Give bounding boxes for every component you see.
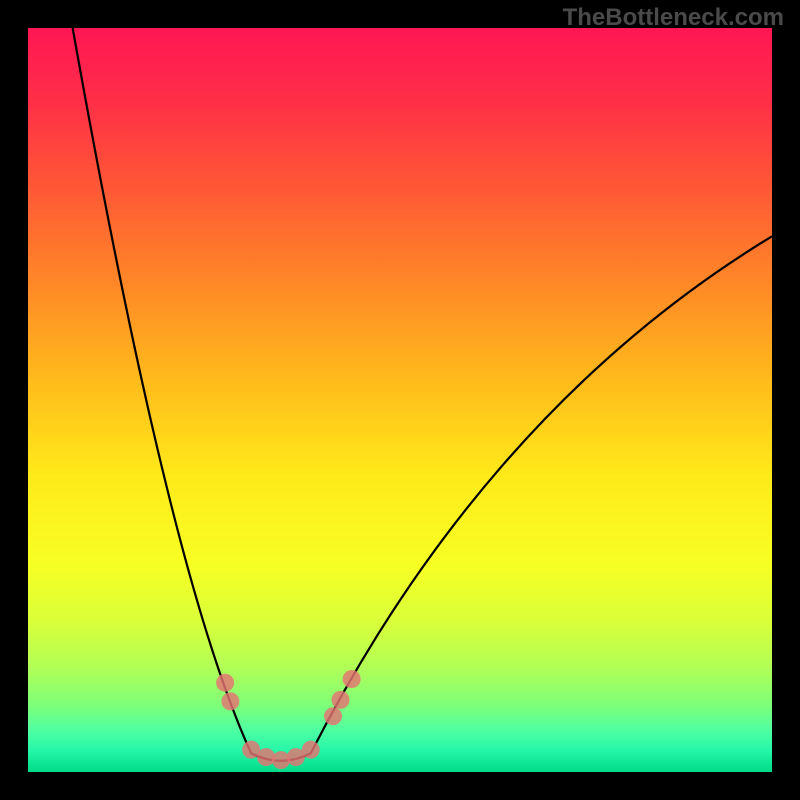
curve-marker — [302, 741, 320, 759]
curve-marker — [343, 670, 361, 688]
chart-frame: TheBottleneck.com — [0, 0, 800, 800]
curve-marker — [324, 707, 342, 725]
curve-marker — [221, 692, 239, 710]
curve-marker — [272, 751, 290, 769]
curve-marker — [216, 674, 234, 692]
watermark-text: TheBottleneck.com — [563, 4, 784, 32]
curve-marker — [331, 691, 349, 709]
plot-background — [28, 28, 772, 772]
bottleneck-curve-chart — [0, 0, 800, 800]
curve-marker — [257, 748, 275, 766]
